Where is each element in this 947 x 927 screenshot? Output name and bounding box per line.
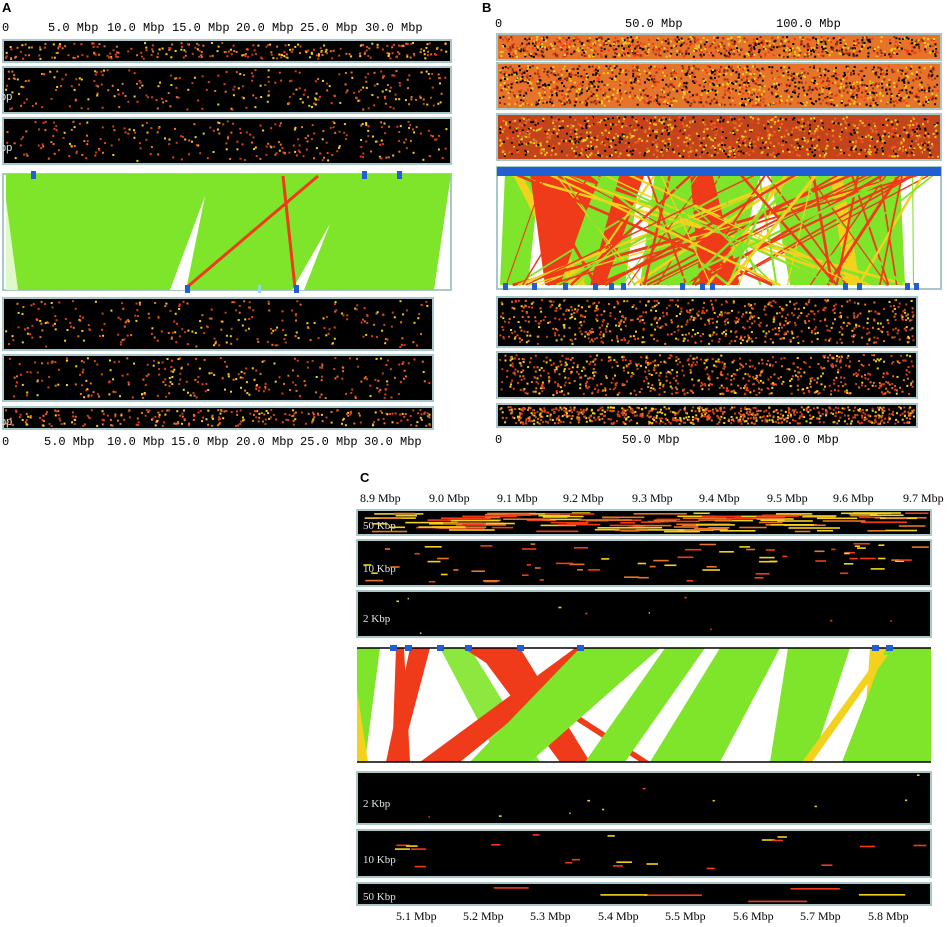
axis-tick-label: 5.6 Mbp [733, 909, 774, 923]
synteny-ribbon-panel [496, 166, 942, 290]
panel-c-bottom-axis: 5.1 Mbp 5.2 Mbp 5.3 Mbp 5.4 Mbp 5.5 Mbp … [396, 909, 909, 923]
axis-tick-label: 5.7 Mbp [800, 909, 841, 923]
axis-tick-label: 9.5 Mbp [767, 491, 808, 505]
axis-tick-label: 20.0 Mbp [236, 435, 294, 449]
axis-tick-label: 10.0 Mbp [107, 21, 165, 35]
dotplot-track-50kbp: 50 Kbp [356, 509, 932, 536]
axis-tick-label: 9.7 Mbp [903, 491, 944, 505]
track-scale-label: bp [0, 416, 12, 428]
track-scale-label: 10 Kbp [363, 563, 396, 575]
density-track [2, 354, 434, 402]
axis-tick-label: 50.0 Mbp [622, 433, 680, 447]
dotplot-track-10kbp: 10 Kbp [356, 539, 932, 587]
axis-tick-label: 25.0 Mbp [300, 435, 358, 449]
axis-tick-label: 10.0 Mbp [107, 435, 165, 449]
axis-tick-label: 100.0 Mbp [774, 433, 839, 447]
axis-tick-label: 9.0 Mbp [429, 491, 470, 505]
panel-b-bottom-axis: 0 50.0 Mbp 100.0 Mbp [495, 433, 839, 447]
axis-tick-label: 9.2 Mbp [563, 491, 604, 505]
axis-tick-label: 100.0 Mbp [776, 17, 841, 31]
synteny-ribbon-panel [357, 645, 931, 763]
panel-a: A 0 5.0 Mbp 10.0 Mbp 15.0 Mbp 20.0 Mbp 2… [0, 0, 452, 449]
axis-tick-label: 15.0 Mbp [171, 435, 229, 449]
axis-tick-label: 8.9 Mbp [360, 491, 401, 505]
panel-c-top-axis: 8.9 Mbp 9.0 Mbp 9.1 Mbp 9.2 Mbp 9.3 Mbp … [360, 491, 944, 505]
axis-tick-label: 25.0 Mbp [300, 21, 358, 35]
track-scale-label: bp [0, 91, 12, 103]
track-scale-label: 50 Kbp [363, 520, 396, 532]
panel-label-b: B [482, 0, 491, 15]
axis-tick-label: 20.0 Mbp [236, 21, 294, 35]
axis-tick-label: 5.0 Mbp [48, 21, 98, 35]
density-track [496, 113, 942, 161]
density-track: bp [0, 406, 434, 430]
density-track [496, 351, 918, 399]
density-track: bp [0, 117, 452, 165]
dotplot-track-10kbp: 10 Kbp [356, 829, 932, 878]
panel-b-top-axis: 0 50.0 Mbp 100.0 Mbp [495, 17, 841, 31]
panel-a-bottom-axis: 0 5.0 Mbp 10.0 Mbp 15.0 Mbp 20.0 Mbp 25.… [2, 435, 422, 449]
density-track: bp [0, 66, 452, 114]
axis-tick-label: 30.0 Mbp [365, 21, 423, 35]
axis-tick-label: 5.3 Mbp [530, 909, 571, 923]
panel-label-a: A [2, 0, 12, 15]
dotplot-track-2kbp: 2 Kbp [356, 590, 932, 638]
panel-label-c: C [360, 470, 370, 485]
axis-tick-label: 5.5 Mbp [665, 909, 706, 923]
axis-tick-label: 9.6 Mbp [833, 491, 874, 505]
density-track [496, 62, 942, 110]
axis-tick-label: 15.0 Mbp [172, 21, 230, 35]
axis-tick-label: 5.1 Mbp [396, 909, 437, 923]
density-track [2, 297, 434, 351]
axis-tick-label: 0 [2, 21, 9, 35]
track-scale-label: 10 Kbp [363, 854, 396, 866]
track-scale-label: 2 Kbp [363, 613, 391, 625]
axis-tick-label: 9.3 Mbp [632, 491, 673, 505]
axis-tick-label: 0 [2, 435, 9, 449]
density-track [2, 39, 452, 63]
axis-tick-label: 5.8 Mbp [868, 909, 909, 923]
dotplot-track-50kbp: 50 Kbp [356, 882, 932, 906]
panel-b: B 0 50.0 Mbp 100.0 Mbp [482, 0, 942, 447]
density-track [496, 33, 942, 61]
density-track [496, 403, 918, 428]
panel-c: C 8.9 Mbp 9.0 Mbp 9.1 Mbp 9.2 Mbp 9.3 Mb… [356, 470, 944, 923]
axis-tick-label: 0 [495, 433, 502, 447]
axis-tick-label: 50.0 Mbp [625, 17, 683, 31]
track-scale-label: bp [0, 142, 12, 154]
axis-tick-label: 30.0 Mbp [364, 435, 422, 449]
synteny-ribbon-panel [2, 171, 452, 293]
axis-tick-label: 5.0 Mbp [44, 435, 94, 449]
axis-tick-label: 0 [495, 17, 502, 31]
track-scale-label: 2 Kbp [363, 798, 391, 810]
dotplot-track-2kbp: 2 Kbp [356, 771, 932, 825]
density-track [496, 296, 918, 348]
axis-tick-label: 5.4 Mbp [598, 909, 639, 923]
panel-a-top-axis: 0 5.0 Mbp 10.0 Mbp 15.0 Mbp 20.0 Mbp 25.… [2, 21, 423, 35]
axis-tick-label: 9.1 Mbp [497, 491, 538, 505]
axis-tick-label: 9.4 Mbp [699, 491, 740, 505]
axis-tick-label: 5.2 Mbp [463, 909, 504, 923]
track-scale-label: 50 Kbp [363, 891, 396, 903]
